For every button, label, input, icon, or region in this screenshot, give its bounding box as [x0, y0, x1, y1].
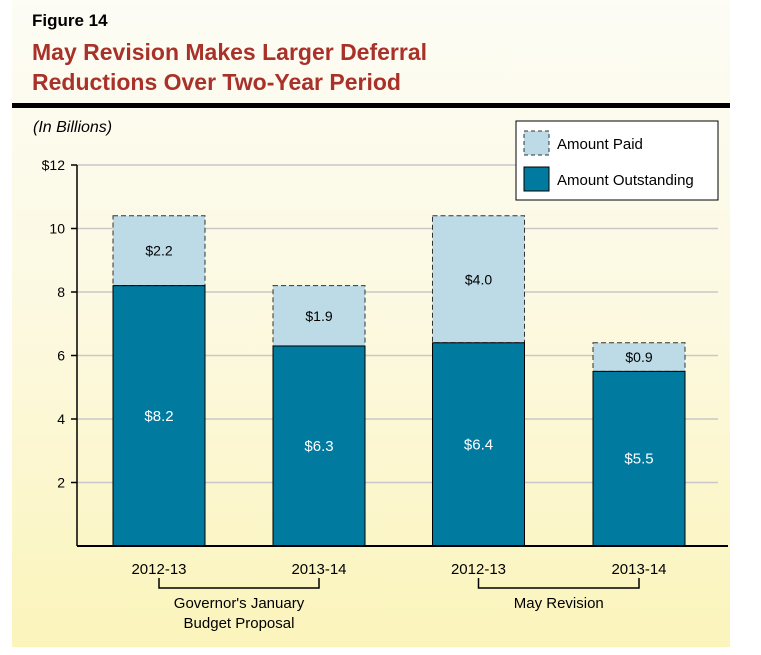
group-label: Governor's January: [174, 595, 305, 612]
group-label: Budget Proposal: [184, 615, 295, 632]
legend-swatch-paid: [523, 130, 550, 156]
data-label-outstanding: $6.4: [464, 436, 493, 453]
bar-amount-outstanding: [432, 342, 525, 547]
bar-amount-paid: [592, 342, 686, 372]
group-bracket: [477, 578, 640, 589]
y-tick-label: 6: [57, 348, 65, 364]
legend-label-paid: Amount Paid: [557, 136, 643, 153]
legend-swatch-outstanding: [523, 166, 550, 192]
y-tick-label: 10: [49, 221, 65, 237]
x-tick-label: 2012-13: [131, 561, 186, 578]
bar-amount-outstanding: [592, 370, 686, 547]
y-tick-label: $12: [42, 157, 66, 173]
unit-label: (In Billions): [33, 119, 112, 136]
y-tick-label: 8: [57, 284, 65, 300]
bar-amount-paid: [432, 215, 525, 344]
bar-amount-paid: [272, 285, 366, 347]
x-tick-label: 2013-14: [291, 561, 346, 578]
chart-title-line-2: Reductions Over Two-Year Period: [32, 69, 401, 95]
y-tick-label: 4: [57, 411, 65, 427]
chart-title-line-1: May Revision Makes Larger Deferral: [32, 39, 427, 65]
x-tick-label: 2013-14: [611, 561, 666, 578]
bar-amount-outstanding: [112, 285, 206, 547]
data-label-outstanding: $5.5: [624, 451, 653, 468]
data-label-paid: $2.2: [145, 243, 172, 259]
data-label-paid: $4.0: [465, 271, 492, 287]
y-tick-label: 2: [57, 475, 65, 491]
figure-label: Figure 14: [32, 11, 108, 30]
data-label-paid: $1.9: [305, 308, 332, 324]
group-bracket: [158, 578, 320, 589]
bar-amount-paid: [112, 215, 206, 287]
legend-label-outstanding: Amount Outstanding: [557, 172, 694, 189]
group-label: May Revision: [514, 595, 604, 612]
data-label-outstanding: $8.2: [144, 408, 173, 425]
legend: Amount Paid Amount Outstanding: [515, 120, 719, 201]
x-tick-label: 2012-13: [451, 561, 506, 578]
data-label-paid: $0.9: [625, 349, 652, 365]
data-label-outstanding: $6.3: [304, 438, 333, 455]
title-rule: [12, 103, 730, 108]
